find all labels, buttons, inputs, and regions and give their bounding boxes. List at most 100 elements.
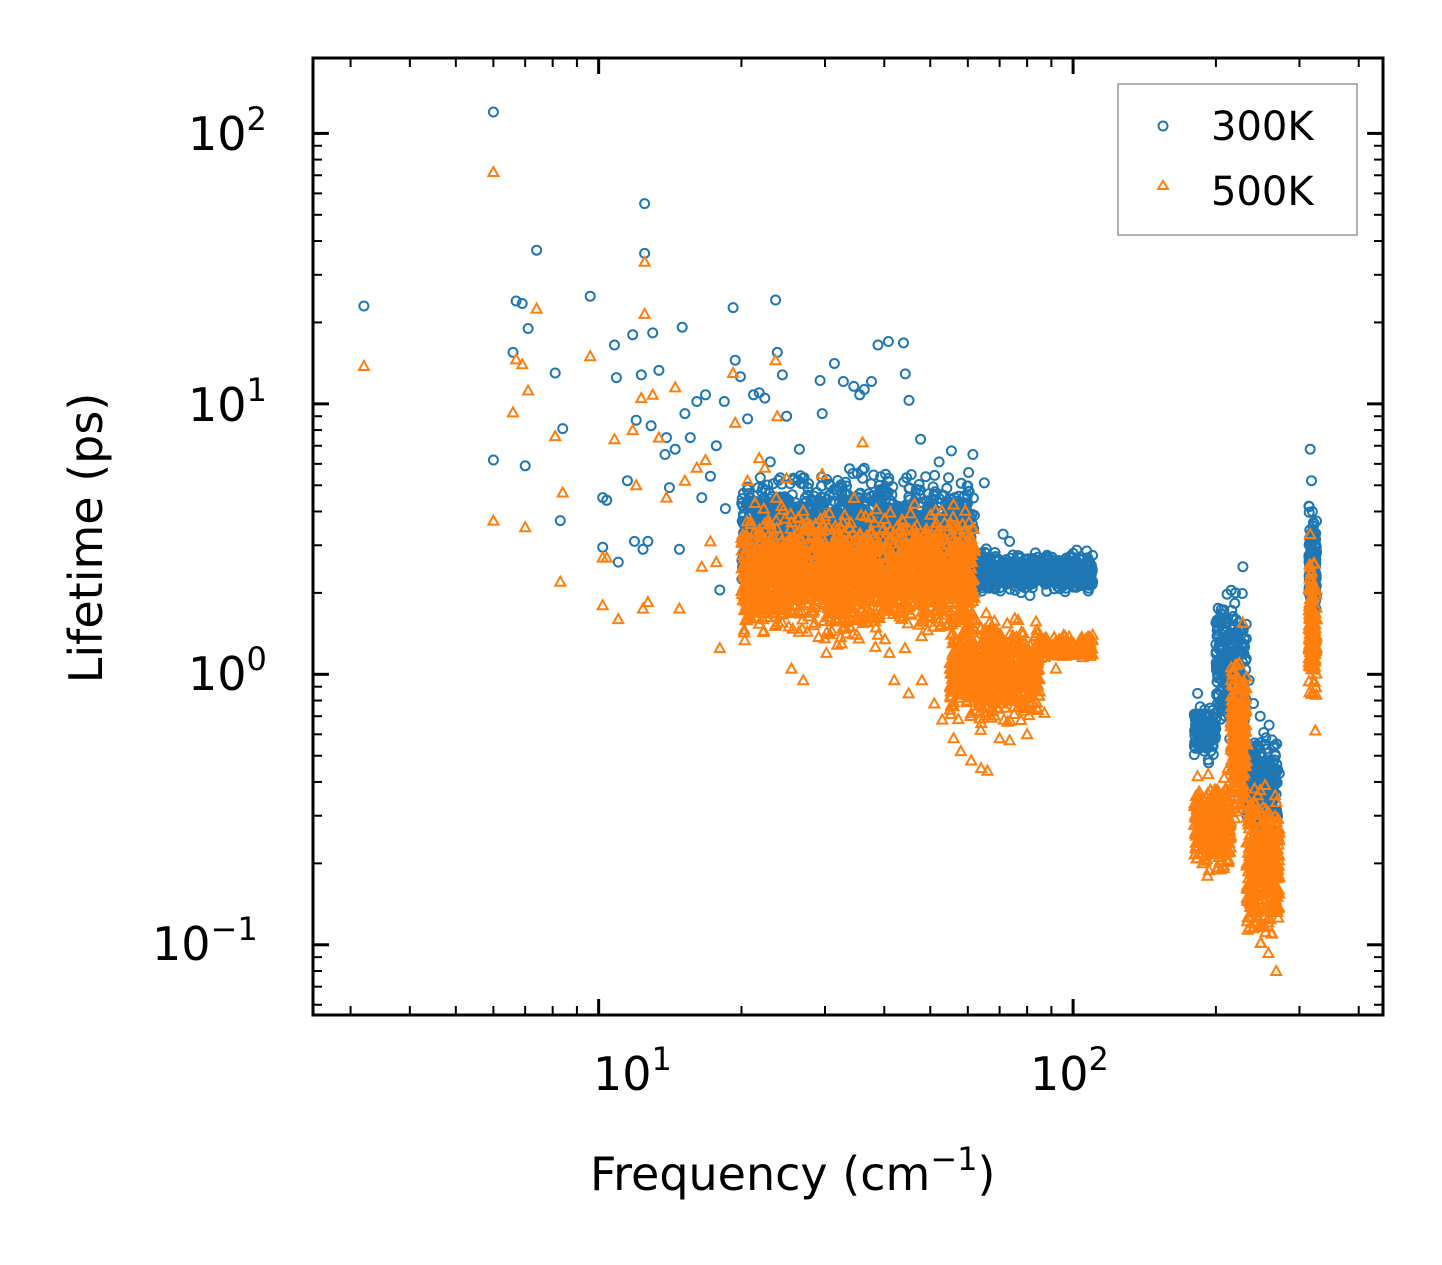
- data-point-300k: [858, 462, 870, 474]
- data-point-300k: [928, 493, 939, 505]
- data-point-300k: [1189, 730, 1201, 741]
- data-point-300k: [988, 570, 1000, 582]
- data-point-300k: [980, 543, 992, 555]
- data-point-300k: [1053, 567, 1065, 579]
- data-point-300k: [866, 376, 877, 387]
- data-point-300k: [659, 449, 671, 460]
- data-point-300k: [1189, 724, 1201, 736]
- data-point-300k: [764, 456, 776, 468]
- data-point-500k: [738, 633, 752, 646]
- data-point-300k: [797, 501, 809, 513]
- data-point-300k: [1311, 515, 1322, 527]
- data-point-300k: [976, 585, 988, 597]
- data-point-300k: [1226, 634, 1238, 646]
- data-point-300k: [865, 490, 877, 502]
- data-point-300k: [1210, 707, 1222, 719]
- data-point-300k: [647, 327, 659, 339]
- data-point-300k: [601, 494, 613, 506]
- data-point-300k: [627, 329, 639, 341]
- data-point-300k: [696, 492, 708, 504]
- data-point-300k: [945, 445, 957, 457]
- data-point-300k: [1082, 585, 1094, 597]
- data-point-300k: [848, 380, 860, 392]
- data-point-300k: [510, 295, 522, 307]
- data-point-300k: [630, 414, 642, 426]
- data-point-300k: [1216, 635, 1228, 647]
- data-point-300k: [1254, 710, 1266, 722]
- data-point-300k: [915, 433, 927, 445]
- data-point-300k: [886, 489, 898, 501]
- data-point-300k: [1192, 687, 1204, 699]
- data-point-300k: [1026, 582, 1038, 594]
- data-point-300k: [669, 443, 681, 455]
- data-point-300k: [742, 413, 754, 425]
- data-point-300k: [1304, 538, 1316, 550]
- data-point-300k: [816, 408, 828, 420]
- data-point-500k: [898, 641, 912, 654]
- data-point-300k: [753, 387, 765, 399]
- data-point-300k: [814, 375, 826, 386]
- data-point-300k: [967, 449, 979, 460]
- data-point-300k: [872, 339, 884, 351]
- data-point-300k: [987, 578, 999, 589]
- data-point-300k: [557, 423, 569, 435]
- data-point-300k: [729, 354, 741, 366]
- data-point-300k: [1082, 552, 1094, 564]
- data-point-300k: [714, 584, 726, 596]
- data-point-300k: [748, 389, 759, 401]
- data-point-300k: [679, 408, 691, 420]
- data-point-300k: [899, 368, 911, 380]
- data-point-300k: [781, 410, 793, 422]
- data-point-300k: [1270, 750, 1281, 762]
- data-point-300k: [1240, 618, 1252, 630]
- data-point-300k: [718, 396, 730, 407]
- data-point-300k: [1263, 719, 1275, 731]
- data-point-300k: [1210, 714, 1222, 725]
- data-point-300k: [522, 323, 534, 334]
- data-point-300k: [961, 480, 973, 492]
- data-point-300k: [1304, 443, 1316, 455]
- data-point-300k: [905, 469, 917, 481]
- data-point-300k: [913, 479, 925, 490]
- data-point-300k: [978, 477, 990, 489]
- data-point-300k: [1230, 587, 1241, 599]
- data-point-300k: [776, 369, 788, 381]
- data-point-300k: [1193, 715, 1205, 727]
- data-point-300k: [1238, 638, 1250, 650]
- data-point-300k: [531, 244, 543, 256]
- data-point-300k: [828, 358, 840, 369]
- data-point-500k: [800, 624, 814, 637]
- data-point-300k: [358, 300, 370, 312]
- data-point-300k: [770, 294, 782, 306]
- data-point-300k: [663, 482, 675, 494]
- data-point-300k: [1035, 563, 1047, 575]
- data-point-300k: [997, 528, 1009, 540]
- data-point-500k: [938, 515, 952, 528]
- data-point-300k: [874, 484, 886, 496]
- data-point-300k: [612, 556, 624, 568]
- data-point-300k: [1240, 633, 1252, 645]
- data-point-300k: [1303, 500, 1315, 512]
- data-point-300k: [710, 440, 722, 452]
- data-point-300k: [1215, 608, 1227, 620]
- data-point-300k: [637, 543, 649, 555]
- data-point-300k: [863, 488, 875, 500]
- data-point-300k: [1059, 556, 1071, 568]
- data-point-300k: [903, 394, 915, 406]
- data-point-300k: [920, 471, 932, 483]
- data-point-300k: [828, 489, 840, 501]
- data-point-300k: [1087, 576, 1099, 588]
- data-point-300k: [983, 560, 995, 572]
- data-point-300k: [549, 367, 561, 379]
- data-point-300k: [737, 500, 749, 512]
- data-point-300k: [1070, 581, 1082, 593]
- data-point-300k: [642, 535, 654, 547]
- data-point-300k: [516, 298, 528, 309]
- data-point-300k: [1222, 650, 1234, 662]
- data-point-300k: [1237, 561, 1249, 573]
- data-point-300k: [487, 454, 499, 466]
- data-point-300k: [519, 460, 531, 472]
- data-point-300k: [994, 585, 1006, 597]
- data-point-300k: [832, 475, 844, 486]
